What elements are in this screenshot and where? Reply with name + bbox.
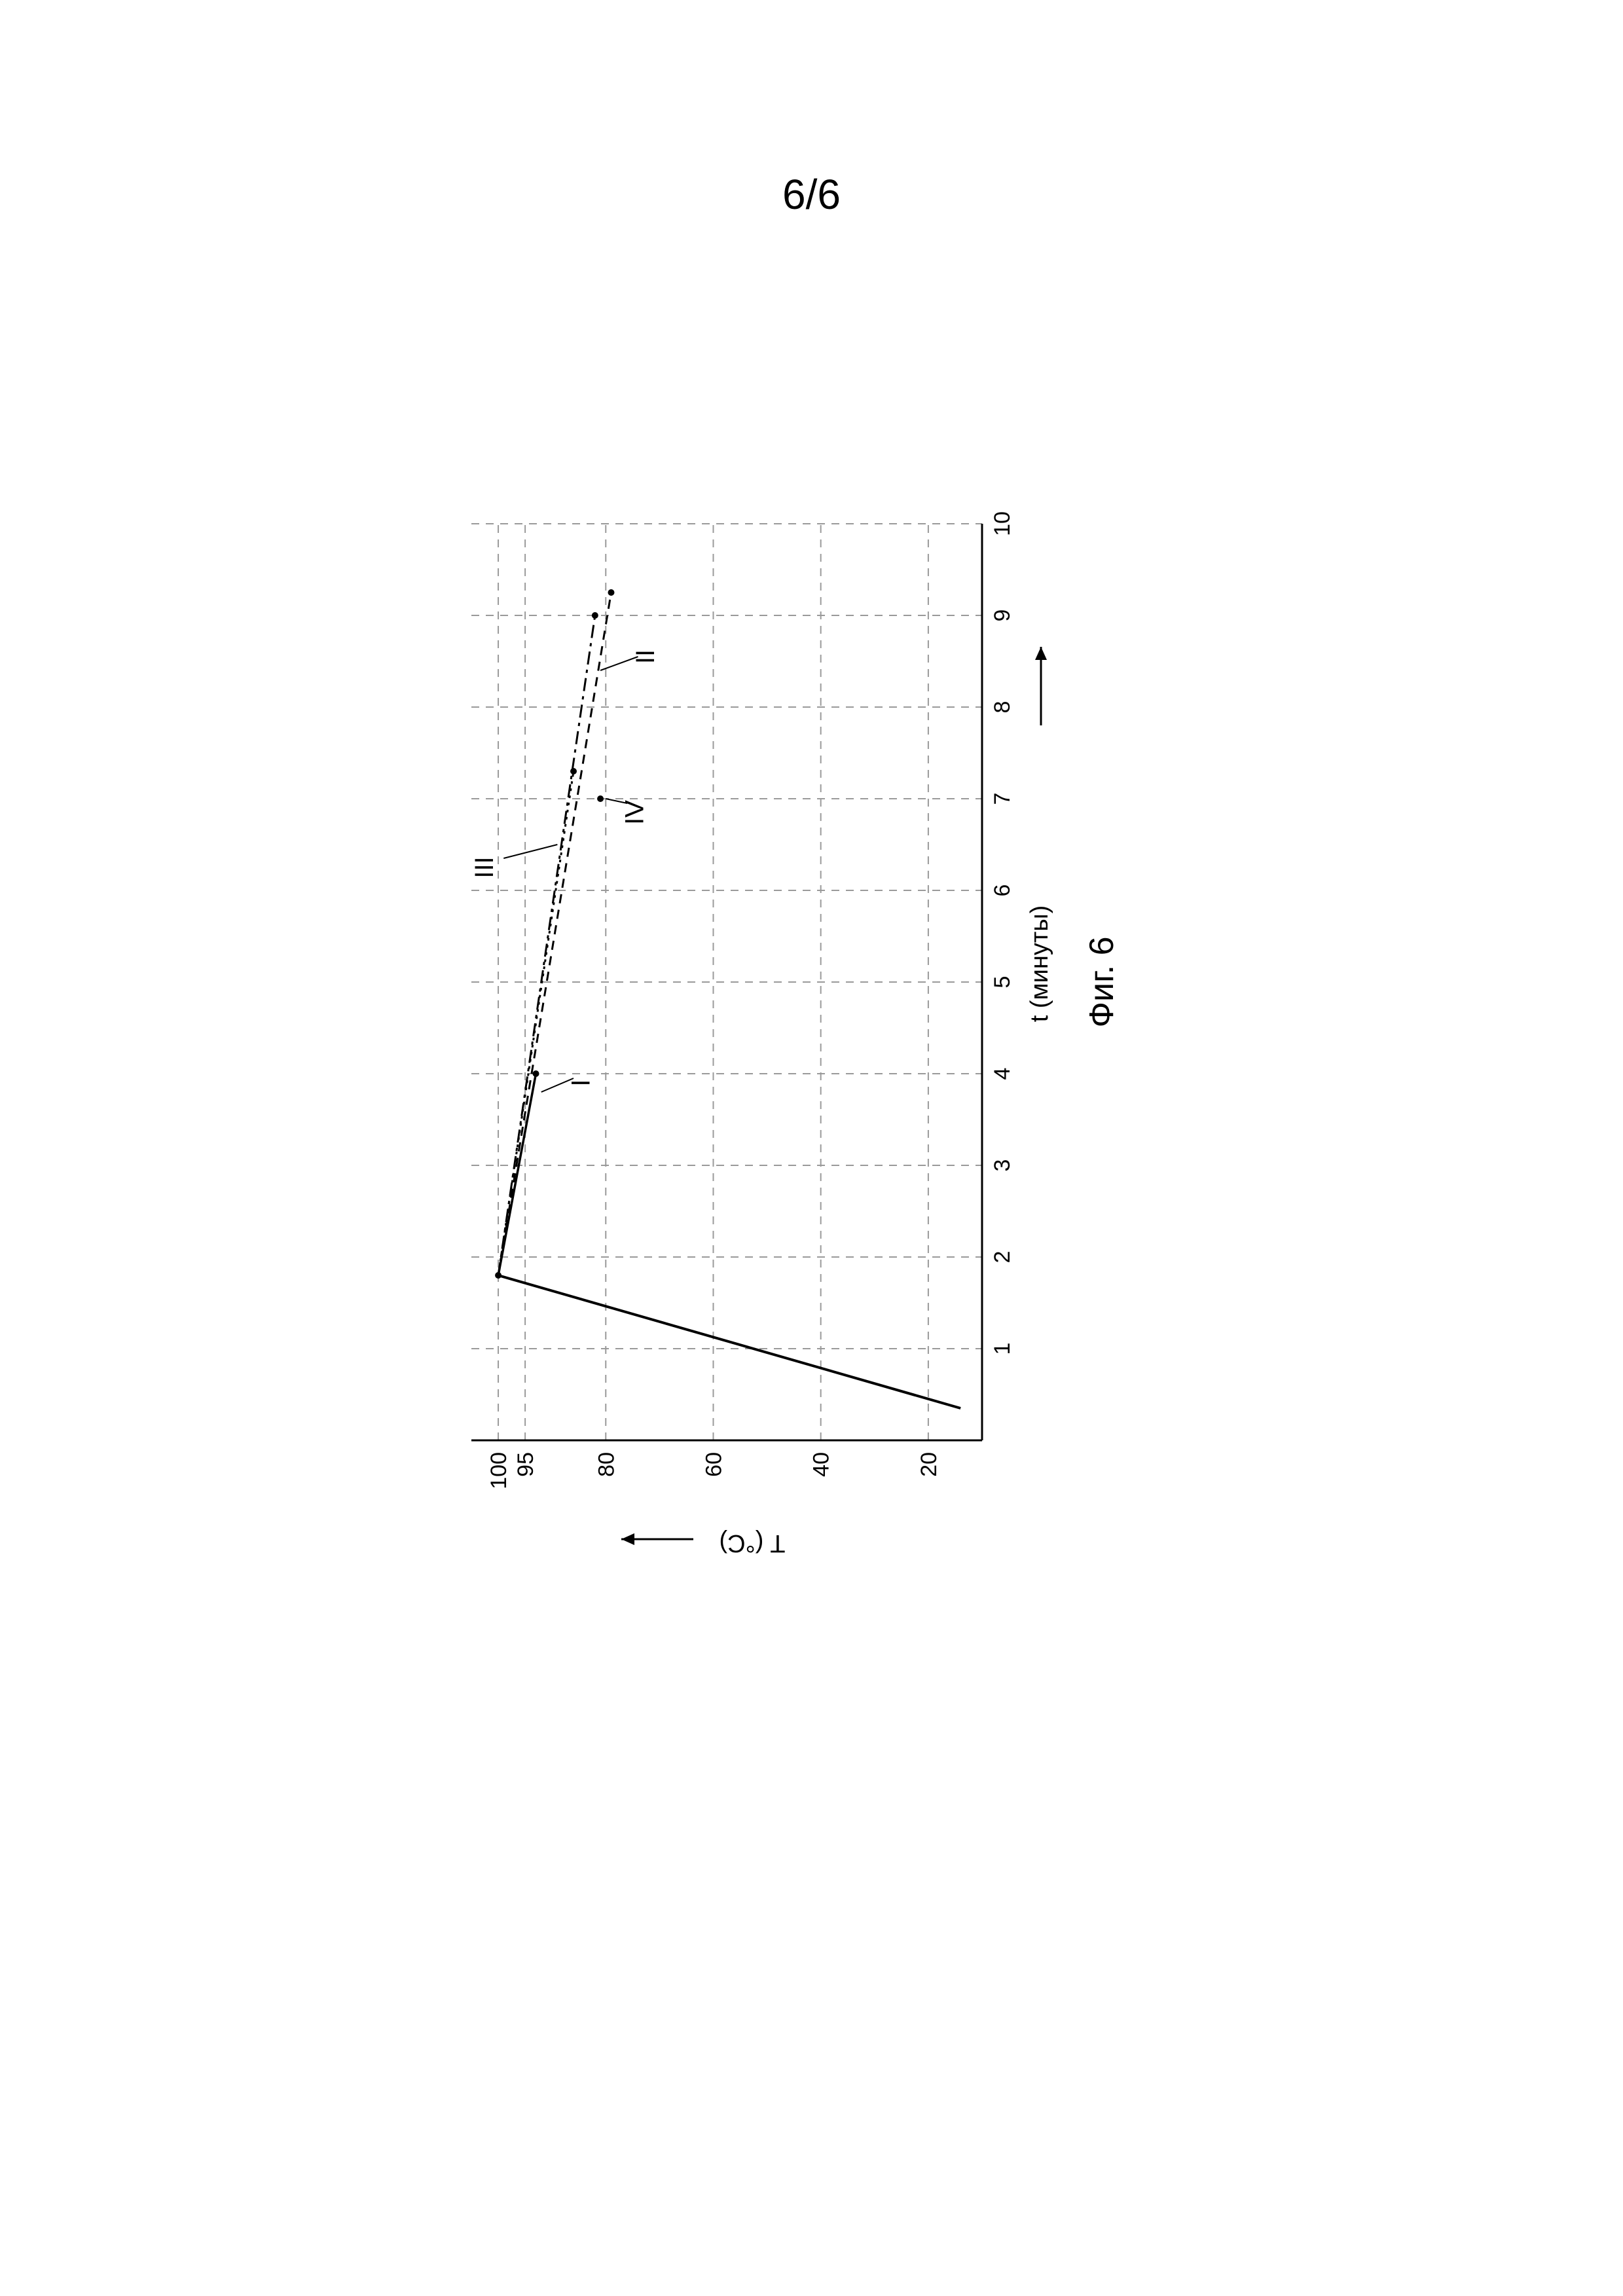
page-number-header: 6/6: [0, 170, 1623, 219]
y-tick-label: 100: [486, 1452, 511, 1489]
x-tick-label: 10: [990, 511, 1015, 536]
y-axis-label: T (°C): [719, 1529, 785, 1557]
x-axis-label: t (минуты): [1026, 905, 1053, 1022]
x-tick-label: 9: [990, 610, 1015, 622]
temperature-time-chart: 1 2 3 4 5 6 7 8 9 10 20 40 60 80 95100 t (минуты) T (°C)…: [419, 419, 1205, 1571]
y-tick-label: 20: [917, 1452, 941, 1477]
data-marker: [608, 589, 614, 596]
figure-caption: Фиг. 6: [1083, 936, 1121, 1027]
y-tick-label: 80: [594, 1452, 619, 1477]
x-tick-label: 6: [990, 884, 1015, 897]
data-marker: [570, 768, 577, 774]
series-I-label: I: [567, 1079, 596, 1086]
y-tick-label: 60: [701, 1452, 726, 1477]
x-tick-label: 5: [990, 976, 1015, 989]
x-tick-label: 7: [990, 793, 1015, 805]
data-marker: [533, 1070, 539, 1077]
series-III-label: III: [470, 856, 499, 878]
y-tick-label: 40: [809, 1452, 834, 1477]
series-IV-label: IV: [621, 800, 649, 825]
x-tick-label: 2: [990, 1251, 1015, 1264]
data-marker: [592, 612, 598, 619]
x-tick-label: 3: [990, 1159, 1015, 1172]
series-II-label: II: [631, 649, 660, 664]
data-marker: [597, 795, 604, 802]
x-tick-label: 1: [990, 1343, 1015, 1355]
x-tick-label: 8: [990, 701, 1015, 714]
x-tick-label: 4: [990, 1068, 1015, 1080]
figure-6-rotated-container: 1 2 3 4 5 6 7 8 9 10 20 40 60 80 95100 t (минуты) T (°C)…: [419, 419, 1205, 1571]
y-tick-label: 95: [513, 1452, 538, 1477]
